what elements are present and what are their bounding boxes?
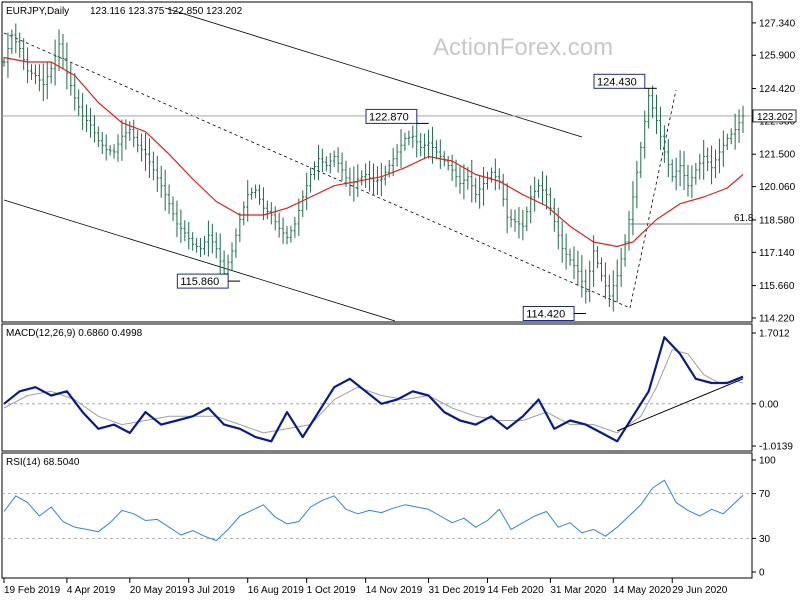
price-tick-label: 125.900: [759, 51, 796, 62]
x-tick-label: 19 Feb 2019: [4, 585, 61, 596]
price-annotation-label: 122.870: [369, 111, 409, 123]
x-tick-label: 29 Jun 2020: [672, 585, 727, 596]
current-price-tag: 123.202: [757, 112, 794, 123]
x-tick-label: 31 Mar 2020: [550, 585, 607, 596]
price-annotation-label: 115.860: [180, 276, 219, 288]
rsi-tick-label: 100: [759, 456, 776, 467]
rsi-panel-frame: [1, 452, 753, 579]
x-tick-label: 16 Aug 2019: [248, 585, 305, 596]
macd-panel-frame: [1, 323, 753, 452]
price-tick-label: 127.340: [759, 18, 796, 29]
fib-level-label: 61.8: [734, 213, 754, 224]
price-tick-label: 121.500: [759, 150, 796, 161]
watermark: ActionForex.com: [433, 34, 613, 61]
macd-tick-label: -1.0139: [759, 442, 793, 453]
price-symbol: EURJPY,Daily: [6, 6, 69, 17]
current-price-tag-box: [752, 109, 797, 123]
x-tick-label: 4 Apr 2019: [67, 585, 116, 596]
price-layer: 61.8 115.860 122.870 114.420 124.430 127.340 1…: [2, 7, 797, 325]
rsi-header: RSI(14) 68.5040: [6, 457, 80, 468]
rsi-tick-label: 30: [759, 534, 771, 545]
price-panel-frame: [1, 1, 753, 323]
macd-header: MACD(12,26,9) 0.6860 0.4998: [6, 328, 143, 339]
x-tick-label: 3 Jul 2019: [189, 585, 236, 596]
price-annotation-label: 114.420: [526, 309, 565, 321]
x-tick-label: 14 Nov 2019: [366, 585, 423, 596]
macd-tick-label: 0.00: [759, 399, 779, 410]
rsi-tick-label: 70: [759, 489, 771, 500]
price-tick-label: 114.220: [759, 314, 795, 325]
macd-line: [3, 336, 744, 443]
x-tick-label: 20 May 2019: [130, 585, 188, 596]
rsi-layer: 100 70 30 0: [2, 456, 776, 579]
price-annotation-box: [365, 108, 418, 124]
price-tick-label: 117.140: [759, 248, 795, 259]
x-tick-label: 14 May 2020: [613, 585, 671, 596]
lower-channel-line: [3, 199, 396, 322]
macd-trendline: [617, 378, 744, 432]
price-tick-label: 115.660: [759, 281, 795, 292]
rsi-line: [3, 479, 744, 542]
moving-average-line: [3, 56, 744, 248]
axis-layer: 19 Feb 2019 4 Apr 2019 20 May 2019 3 Jul 20…: [3, 578, 728, 596]
x-tick-label: 1 Oct 2019: [307, 585, 356, 596]
rsi-tick-label: 0: [759, 568, 765, 579]
price-tick-label: 124.420: [759, 84, 796, 95]
price-ohlc: 123.116 123.375 122.850 123.202: [90, 6, 243, 17]
macd-layer: 1.7012 0.00 -1.0139: [2, 329, 793, 453]
price-tick-label: 120.060: [759, 182, 796, 193]
x-tick-label: 31 Dec 2019: [429, 585, 486, 596]
price-annotation-box: [593, 73, 646, 89]
upper-channel-line: [164, 7, 583, 138]
x-tick-label: 14 Feb 2020: [487, 585, 544, 596]
price-tick-label: 118.580: [759, 215, 795, 226]
price-annotation-label: 124.430: [597, 76, 637, 88]
macd-tick-label: 1.7012: [759, 329, 790, 340]
dashed-rally-line: [629, 89, 677, 309]
